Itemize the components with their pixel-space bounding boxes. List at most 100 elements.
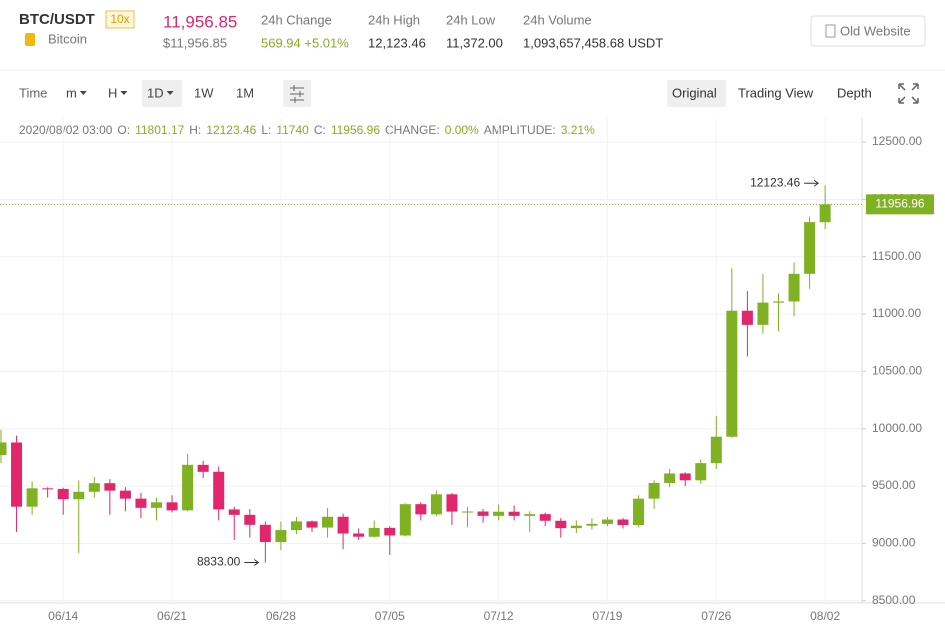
candle-body (648, 482, 660, 499)
interval[interactable]: m (66, 85, 77, 100)
candle-body (695, 463, 707, 481)
info-value: 12123.46 (206, 123, 256, 137)
candle-body (617, 519, 629, 526)
candle-body (228, 509, 240, 515)
candle-body (368, 527, 380, 537)
candle-body (726, 310, 738, 437)
y-tick-label: 12500.00 (872, 134, 922, 148)
dropdown-caret (120, 91, 128, 95)
info-time: 2020/08/02 03:00 (19, 123, 113, 137)
view-option[interactable]: Original (672, 85, 717, 100)
y-tick-label: 10500.00 (872, 364, 922, 378)
x-tick-label: 08/02 (810, 609, 840, 623)
info-value: 0.00% (445, 123, 479, 137)
candle-body (773, 301, 784, 303)
old-website-button[interactable] (810, 15, 926, 47)
x-tick-label: 07/26 (701, 609, 731, 623)
candle-body (290, 521, 302, 531)
info-value: 3.21% (561, 123, 595, 137)
view-option[interactable]: Trading View (738, 85, 814, 100)
interval[interactable]: 1W (194, 85, 214, 100)
stat-label: 24h Low (446, 12, 496, 27)
stat-value: 569.94 +5.01% (261, 35, 349, 50)
candle-body (508, 511, 520, 516)
price-usd: $11,956.85 (163, 35, 227, 50)
candle-body (182, 464, 194, 511)
candle-body (804, 222, 816, 274)
stats: 24h Change 569.94 +5.01% 24h High 12,123.46… (261, 12, 663, 50)
info-label: L: (261, 123, 271, 137)
x-tick-label: 06/14 (48, 609, 78, 623)
interval-selected (142, 80, 182, 107)
candle-body (570, 525, 582, 529)
candle-body (477, 511, 489, 516)
axes: 8500.00 9000.00 9500.00 10000.00 10500.00 110… (48, 134, 934, 623)
toolbar: Time m H 1D 1W 1M Original Trading View Depth (19, 85, 872, 100)
candle-body (633, 498, 645, 526)
candle-body (306, 521, 318, 528)
candle-body (524, 514, 536, 516)
candle-body (710, 436, 722, 464)
annotation-arrow (804, 179, 819, 187)
y-tick-label: 10000.00 (872, 421, 922, 435)
candle-body (213, 471, 225, 510)
candle-body (197, 464, 209, 472)
leverage: 10x (110, 12, 129, 26)
x-tick-label: 07/05 (375, 609, 405, 623)
coin-name: Bitcoin (48, 31, 87, 46)
candle-body (741, 310, 753, 325)
candle-body (151, 502, 162, 508)
candle-body (166, 502, 178, 511)
candles: 12123.46 8833.00 (0, 175, 862, 569)
candle-body (119, 490, 131, 499)
candle-body (11, 442, 23, 507)
candle-body (244, 514, 256, 525)
candle-body (679, 473, 691, 481)
candle-body (399, 504, 411, 536)
candle-body (322, 516, 334, 528)
info-label: O: (117, 123, 130, 137)
candle-body (819, 204, 831, 223)
view-option[interactable]: Depth (837, 85, 872, 100)
button-label[interactable]: Old Website (840, 23, 911, 38)
info-label: CHANGE: (385, 123, 440, 137)
info-label: AMPLITUDE: (484, 123, 556, 137)
pair: BTC/USDT (19, 11, 95, 28)
interval[interactable]: 1D (147, 85, 164, 100)
annotation-arrow (244, 559, 260, 566)
button-icon (825, 24, 836, 38)
grid (0, 118, 862, 603)
ohlc-info: 2020/08/02 03:00 O: 11801.17 H: 12123.46 L: 11… (19, 123, 595, 137)
candle-body (57, 488, 69, 500)
x-tick-label: 06/28 (266, 609, 296, 623)
info-label: H: (189, 123, 201, 137)
candle-body (384, 527, 396, 536)
stat-value: 11,372.00 (446, 35, 503, 50)
settings-icon (290, 85, 304, 103)
stat-value: 12,123.46 (368, 35, 426, 50)
y-tick-label: 8500.00 (872, 593, 916, 607)
info-value: 11801.17 (135, 123, 184, 137)
interval[interactable]: H (108, 85, 117, 100)
candle-body (353, 533, 365, 537)
x-tick-label: 07/19 (592, 609, 622, 623)
view-selected (667, 80, 726, 107)
y-tick-label: 11000.00 (872, 306, 921, 320)
fullscreen-icon[interactable] (898, 83, 919, 104)
price: 11,956.85 (163, 12, 237, 31)
info-value: 11956.96 (331, 123, 380, 137)
last-price-box (866, 194, 934, 215)
interval[interactable]: Time (19, 85, 47, 100)
candle-body (275, 530, 287, 543)
candle-body (104, 483, 116, 491)
candle-body (135, 498, 147, 508)
candle-body (493, 511, 505, 516)
x-tick-label: 07/12 (484, 609, 514, 623)
interval[interactable]: 1M (236, 85, 254, 100)
candle-body (446, 494, 458, 512)
annotation-label: 8833.00 (197, 555, 241, 569)
stat-label: 24h Change (261, 12, 332, 27)
candle-body (788, 273, 800, 302)
last-price-label: 11956.96 (875, 197, 924, 211)
